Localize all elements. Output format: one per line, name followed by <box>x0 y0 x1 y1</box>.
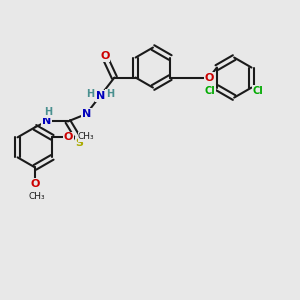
Text: CH₃: CH₃ <box>78 132 94 141</box>
Text: O: O <box>30 178 40 189</box>
Text: H: H <box>44 107 52 117</box>
Text: CH₃: CH₃ <box>28 192 45 201</box>
Text: N: N <box>42 116 51 126</box>
Text: O: O <box>64 132 73 142</box>
Text: S: S <box>76 138 84 148</box>
Text: N: N <box>96 91 105 101</box>
Text: Cl: Cl <box>253 85 263 95</box>
Text: Cl: Cl <box>205 85 216 95</box>
Text: H: H <box>106 89 114 99</box>
Text: O: O <box>205 73 214 82</box>
Text: O: O <box>100 51 110 62</box>
Text: N: N <box>82 109 91 119</box>
Text: H: H <box>86 89 94 99</box>
